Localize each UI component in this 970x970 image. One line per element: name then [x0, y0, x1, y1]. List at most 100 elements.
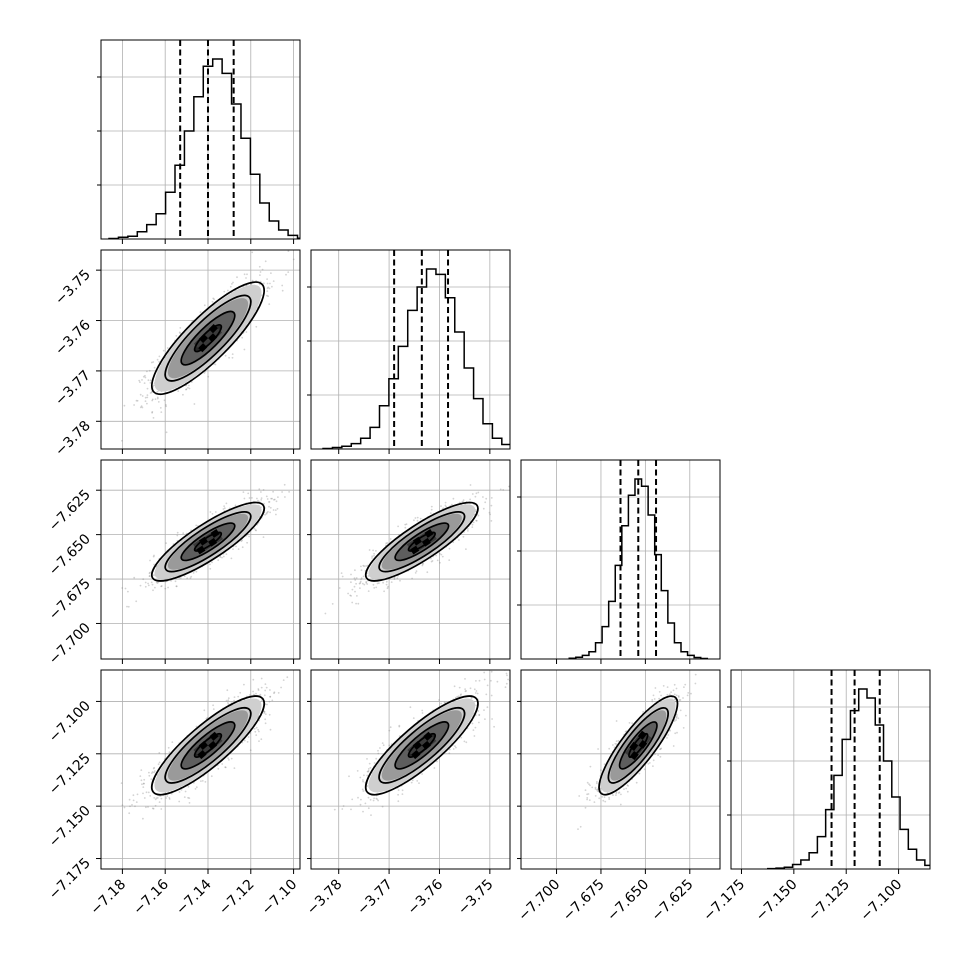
scatter-point	[371, 557, 373, 559]
scatter-point	[618, 791, 621, 794]
scatter-point	[168, 796, 171, 799]
scatter-point	[156, 390, 159, 393]
scatter-point	[158, 761, 161, 764]
scatter-point	[493, 725, 495, 728]
scatter-point	[148, 369, 151, 372]
scatter-point	[284, 496, 286, 498]
scatter-point	[214, 511, 217, 513]
contour-line-3	[364, 695, 479, 796]
panel-2-0: −7.700−7.675−7.650−7.625	[46, 459, 301, 668]
scatter-point	[373, 587, 376, 589]
scatter-point	[180, 789, 183, 791]
scatter-point	[505, 682, 508, 685]
scatter-point	[150, 361, 153, 364]
scatter-point	[686, 694, 689, 697]
panel-3-3: −7.175 −7.150 −7.125 −7.100	[700, 669, 931, 925]
scatter-point	[210, 775, 213, 778]
scatter-point	[139, 393, 142, 396]
scatter-point	[133, 576, 136, 579]
scatter-point	[333, 808, 336, 811]
scatter-point	[475, 519, 478, 522]
scatter-point	[464, 690, 467, 693]
scatter-point	[143, 782, 145, 785]
scatter-point	[146, 396, 149, 399]
scatter-point	[483, 671, 486, 674]
scatter-point	[243, 348, 246, 351]
scatter-point	[229, 285, 232, 288]
scatter-point	[474, 726, 477, 729]
scatter-point	[241, 539, 244, 542]
scatter-point	[243, 683, 245, 686]
scatter-point	[373, 762, 376, 764]
scatter-point	[502, 489, 505, 491]
scatter-point	[442, 507, 445, 510]
scatter-point	[443, 701, 446, 704]
scatter-point	[679, 699, 682, 701]
scatter-point	[146, 402, 148, 405]
scatter-point	[377, 752, 380, 755]
scatter-point	[368, 762, 371, 765]
scatter-point	[628, 722, 631, 724]
scatter-point	[430, 560, 433, 563]
scatter-point	[488, 511, 491, 514]
scatter-point	[165, 404, 167, 406]
scatter-point	[615, 792, 618, 795]
scatter-point	[287, 271, 290, 273]
scatter-point	[263, 711, 266, 713]
scatter-point	[136, 399, 139, 402]
scatter-point	[439, 561, 441, 564]
scatter-point	[600, 769, 602, 772]
scatter-point	[127, 590, 129, 593]
scatter-point	[200, 780, 202, 782]
scatter-point	[280, 686, 282, 689]
x-tick-label: −7.125	[805, 877, 853, 925]
scatter-point	[121, 587, 124, 589]
scatter-point	[184, 790, 187, 793]
scatter-point	[152, 384, 155, 387]
scatter-point	[260, 497, 263, 499]
scatter-point	[338, 587, 341, 589]
contour-line-2	[378, 511, 466, 573]
scatter-point	[248, 535, 251, 538]
contour-line-0	[193, 323, 223, 353]
scatter-point	[148, 575, 151, 577]
scatter-point	[175, 585, 178, 588]
scatter-point	[155, 581, 158, 584]
scatter-point	[189, 577, 192, 580]
scatter-point	[188, 797, 191, 799]
scatter-point	[168, 798, 171, 800]
scatter-point	[659, 748, 661, 751]
scatter-point	[160, 411, 163, 413]
scatter-point	[271, 699, 274, 702]
scatter-point	[274, 509, 277, 511]
scatter-point	[233, 767, 236, 769]
scatter-point	[363, 583, 366, 586]
y-tick-label: −7.150	[46, 803, 94, 851]
scatter-point	[128, 812, 131, 815]
scatter-point	[365, 580, 368, 583]
scatter-point	[627, 785, 629, 787]
scatter-point	[157, 763, 160, 766]
scatter-point	[421, 712, 424, 714]
scatter-point	[614, 742, 617, 745]
scatter-point	[277, 692, 280, 694]
scatter-point	[350, 581, 352, 584]
x-tick-label: −7.16	[130, 876, 172, 918]
scatter-point	[608, 747, 611, 750]
scatter-point	[223, 507, 226, 510]
scatter-point	[247, 736, 250, 738]
scatter-point	[266, 287, 269, 290]
scatter-point	[674, 700, 677, 703]
scatter-point	[195, 570, 198, 573]
scatter-point	[366, 583, 369, 585]
scatter-point	[341, 808, 344, 810]
scatter-point	[277, 496, 279, 498]
scatter-point	[448, 748, 451, 751]
scatter-point	[263, 712, 266, 714]
scatter-point	[586, 781, 589, 784]
scatter-point	[228, 356, 231, 359]
scatter-point	[359, 582, 362, 584]
scatter-point	[256, 497, 258, 500]
scatter-point	[484, 501, 487, 504]
scatter-point	[156, 397, 159, 400]
